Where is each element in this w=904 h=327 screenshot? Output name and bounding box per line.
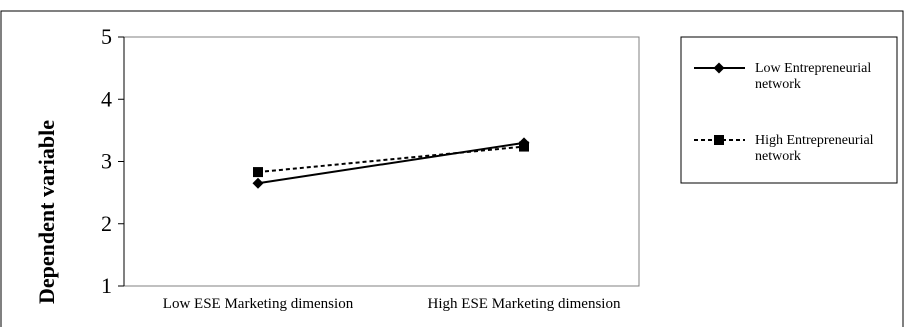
data-point-high-network <box>253 167 263 178</box>
data-point-low-network <box>252 177 264 189</box>
series-layer <box>252 137 530 189</box>
y-tick-label: 1 <box>101 273 112 298</box>
x-axis: Low ESE Marketing dimension High ESE Mark… <box>163 296 621 312</box>
x-tick-label: Low ESE Marketing dimension <box>163 296 354 312</box>
legend: Low Entrepreneurial network High Entrepren… <box>694 61 874 164</box>
legend-label: Low Entrepreneurial network <box>755 61 871 92</box>
y-tick-label: 5 <box>101 24 112 49</box>
x-tick-label: High ESE Marketing dimension <box>428 296 621 312</box>
series-line-high-network <box>257 145 525 174</box>
y-tick-label: 4 <box>101 86 112 111</box>
chart-outer-border <box>0 10 904 327</box>
y-tick-label: 2 <box>101 211 112 236</box>
y-axis: 1 2 3 4 5 <box>101 24 125 298</box>
data-point-high-network <box>519 141 529 152</box>
legend-label: High Entrepreneurial network <box>755 133 874 164</box>
legend-box <box>680 36 898 184</box>
y-tick-label: 3 <box>101 149 112 174</box>
legend-marker <box>713 62 725 74</box>
y-axis-label: Dependent variable <box>34 120 59 304</box>
legend-marker <box>714 135 724 145</box>
plot-area <box>123 36 640 287</box>
series-line-low-network <box>257 141 525 185</box>
